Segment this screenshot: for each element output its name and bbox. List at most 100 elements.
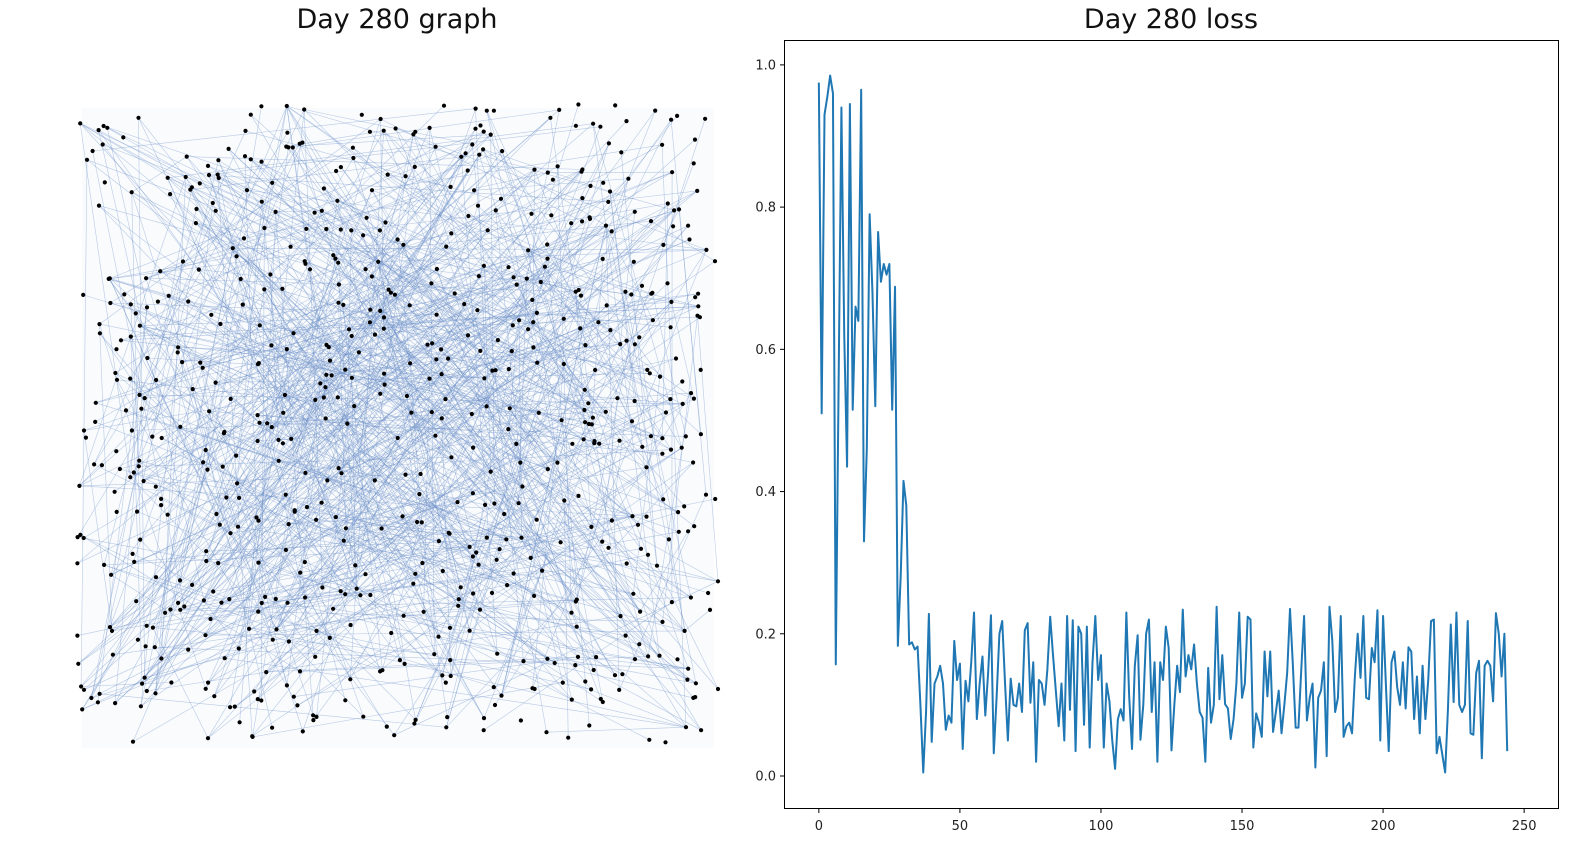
graph-node (286, 639, 291, 644)
graph-edge (177, 321, 599, 604)
graph-node (190, 387, 195, 392)
graph-edge (155, 278, 241, 694)
graph-node (433, 144, 438, 149)
graph-node (550, 177, 556, 182)
graph-edge (137, 431, 225, 640)
graph-edge (383, 130, 647, 468)
graph-edge (218, 160, 339, 469)
graph-node (234, 453, 239, 458)
graph-node (269, 425, 274, 430)
graph-edge (323, 188, 641, 612)
graph-edge (108, 217, 590, 280)
graph-edge (207, 165, 538, 363)
graph-edge (129, 378, 443, 676)
graph-edge (338, 302, 663, 439)
graph-node (645, 552, 651, 557)
graph-edge (482, 149, 607, 226)
graph-node (413, 717, 418, 723)
graph-node (113, 701, 118, 706)
graph-node (587, 723, 592, 728)
graph-edge (320, 383, 439, 637)
graph-edge (411, 392, 692, 413)
graph-node (470, 491, 475, 496)
graph-node (618, 342, 623, 347)
graph-node (601, 180, 606, 185)
graph-edge (147, 357, 485, 379)
graph-edge (252, 200, 338, 737)
graph-node (197, 181, 202, 186)
graph-node (331, 606, 336, 611)
graph-edge (206, 149, 484, 562)
graph-edge (458, 598, 640, 645)
graph-edge (191, 225, 607, 586)
graph-edge (286, 146, 641, 612)
graph-edge (146, 230, 488, 692)
graph-node (204, 549, 209, 554)
graph-node (467, 544, 472, 550)
graph-edge (114, 312, 538, 704)
graph-edge (209, 411, 584, 440)
graph-node (560, 680, 565, 685)
graph-node (280, 286, 285, 291)
graph-node (683, 434, 688, 439)
graph-edge (218, 562, 626, 636)
graph-node (671, 224, 676, 229)
graph-node (303, 470, 308, 475)
graph-edge (111, 334, 376, 632)
graph-edge (202, 117, 551, 463)
graph-edge (321, 134, 414, 503)
graph-node (623, 289, 628, 294)
graph-edge (320, 190, 698, 384)
graph-node (359, 112, 364, 117)
graph-node (361, 233, 366, 238)
graph-node (670, 170, 675, 175)
graph-node (528, 555, 533, 561)
graph-edge (411, 412, 692, 598)
graph-node (590, 415, 596, 420)
graph-edge (192, 293, 699, 390)
graph-edge (374, 334, 679, 513)
graph-edge (601, 398, 618, 542)
graph-node (473, 126, 478, 131)
graph-edge (139, 246, 447, 396)
graph-edge (633, 376, 661, 594)
graph-node (255, 438, 260, 444)
graph-edge (155, 379, 507, 540)
graph-node (617, 438, 622, 443)
graph-node (676, 509, 681, 515)
graph-edge (91, 469, 208, 699)
graph-node (247, 626, 252, 631)
graph-edge (155, 301, 189, 694)
graph-node (96, 203, 102, 208)
graph-edge (532, 169, 535, 323)
graph-edge (605, 225, 654, 321)
graph-edge (97, 307, 148, 703)
graph-edge (180, 524, 639, 611)
graph-edge (369, 170, 468, 323)
graph-edge (139, 325, 651, 437)
graph-edge (114, 408, 142, 704)
graph-edge (344, 222, 386, 595)
graph-edge (79, 325, 260, 487)
graph-node (521, 659, 526, 664)
graph-node (600, 256, 605, 261)
graph-edge (237, 421, 586, 484)
graph-edge (322, 265, 485, 588)
graph-edge (271, 345, 474, 557)
graph-edge (99, 324, 133, 431)
graph-node (511, 275, 516, 280)
graph-edge (109, 278, 221, 525)
graph-edge (347, 230, 352, 424)
graph-node (89, 695, 94, 701)
graph-edge (205, 515, 633, 636)
graph-node (216, 561, 221, 566)
graph-node (481, 147, 486, 152)
graph-edge (79, 228, 327, 487)
graph-edge (214, 115, 678, 697)
graph-edge (116, 379, 298, 706)
graph-edge (402, 421, 586, 517)
graph-edge (605, 225, 620, 690)
graph-edge (77, 293, 652, 564)
graph-node (352, 404, 357, 409)
